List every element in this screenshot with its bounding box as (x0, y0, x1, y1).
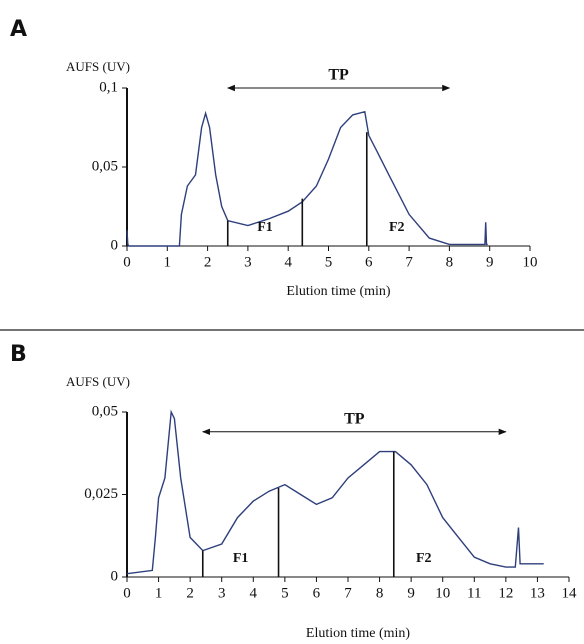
x-tick-label: 12 (498, 585, 513, 601)
x-tick-label: 6 (313, 585, 321, 601)
x-axis-label: Elution time (min) (306, 626, 411, 641)
x-tick-label: 6 (365, 254, 373, 270)
y-tick-label: 0,025 (84, 486, 118, 502)
x-tick-label: 5 (281, 585, 289, 601)
x-tick-label: 5 (325, 254, 333, 270)
y-tick-label: 0 (111, 237, 119, 253)
y-axis-label: AUFS (UV) (66, 374, 130, 389)
x-tick-label: 7 (405, 254, 413, 270)
x-tick-label: 2 (186, 585, 194, 601)
x-tick-label: 14 (562, 585, 578, 601)
x-tick-label: 4 (250, 585, 258, 601)
y-axis-label: AUFS (UV) (66, 59, 130, 74)
panel-label: A (10, 17, 27, 42)
x-tick-label: 10 (435, 585, 450, 601)
x-tick-label: 7 (344, 585, 352, 601)
tp-label: TP (344, 410, 365, 427)
x-tick-label: 11 (467, 585, 481, 601)
fraction-label: F1 (233, 551, 249, 566)
x-tick-label: 9 (486, 254, 494, 270)
x-tick-label: 1 (155, 585, 163, 601)
x-tick-label: 13 (530, 585, 545, 601)
x-tick-label: 9 (407, 585, 415, 601)
x-tick-label: 1 (164, 254, 172, 270)
y-tick-label: 0 (111, 568, 119, 584)
x-tick-label: 3 (218, 585, 226, 601)
fraction-label: F1 (257, 220, 273, 235)
y-tick-label: 0,05 (92, 403, 118, 419)
x-tick-label: 2 (204, 254, 212, 270)
x-tick-label: 10 (523, 254, 538, 270)
x-tick-label: 0 (123, 585, 131, 601)
chromatogram-line (126, 110, 488, 247)
fraction-label: F2 (389, 220, 405, 235)
x-tick-label: 3 (244, 254, 252, 270)
fraction-label: F2 (416, 551, 432, 566)
y-tick-label: 0,1 (99, 79, 118, 95)
chromatogram-line (126, 409, 544, 575)
x-tick-label: 8 (376, 585, 384, 601)
x-tick-label: 0 (123, 254, 131, 270)
x-axis-label: Elution time (min) (286, 284, 391, 299)
panel-label: B (10, 342, 27, 367)
x-tick-label: 8 (446, 254, 454, 270)
x-tick-label: 4 (284, 254, 292, 270)
y-tick-label: 0,05 (92, 158, 118, 174)
tp-label: TP (328, 67, 349, 84)
